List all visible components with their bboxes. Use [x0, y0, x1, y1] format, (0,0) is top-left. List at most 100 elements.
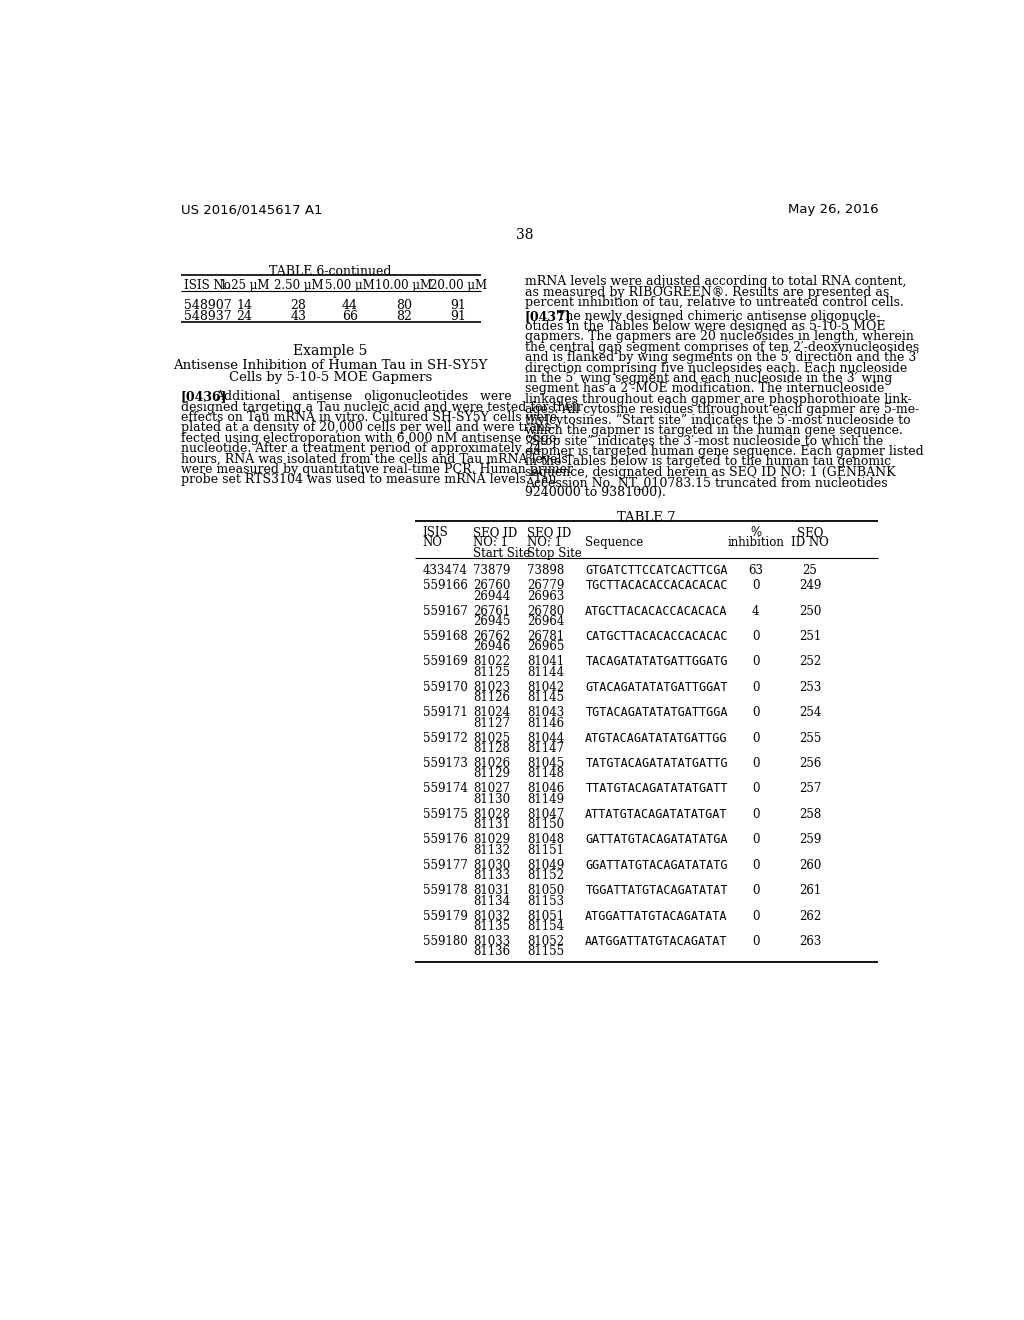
Text: Accession No. NT_010783.15 truncated from nucleotides: Accession No. NT_010783.15 truncated fro… [524, 477, 888, 488]
Text: 2.50 μM: 2.50 μM [273, 280, 324, 292]
Text: 81133: 81133 [473, 869, 510, 882]
Text: AATGGATTATGTACAGATAT: AATGGATTATGTACAGATAT [586, 935, 728, 948]
Text: 81030: 81030 [473, 859, 510, 871]
Text: 252: 252 [799, 656, 821, 668]
Text: 81051: 81051 [527, 909, 564, 923]
Text: 254: 254 [799, 706, 821, 719]
Text: 81154: 81154 [527, 920, 564, 933]
Text: 26779: 26779 [527, 579, 564, 593]
Text: 81153: 81153 [527, 895, 564, 908]
Text: 91: 91 [451, 310, 466, 322]
Text: 81027: 81027 [473, 783, 510, 796]
Text: 0: 0 [752, 681, 760, 694]
Text: 433474: 433474 [423, 564, 468, 577]
Text: fected using electroporation with 6,000 nM antisense oligo-: fected using electroporation with 6,000 … [180, 432, 560, 445]
Text: 559176: 559176 [423, 833, 467, 846]
Text: 73879: 73879 [473, 564, 510, 577]
Text: and is flanked by wing segments on the 5′ direction and the 3′: and is flanked by wing segments on the 5… [524, 351, 920, 364]
Text: 81132: 81132 [473, 843, 510, 857]
Text: NO: 1: NO: 1 [473, 536, 508, 549]
Text: 263: 263 [799, 935, 821, 948]
Text: The newly designed chimeric antisense oligonucle-: The newly designed chimeric antisense ol… [557, 310, 881, 322]
Text: 81046: 81046 [527, 783, 564, 796]
Text: 81126: 81126 [473, 692, 510, 705]
Text: GTGATCTTCCATCACTTCGA: GTGATCTTCCATCACTTCGA [586, 564, 728, 577]
Text: Stop Site: Stop Site [527, 546, 582, 560]
Text: Start Site: Start Site [473, 546, 530, 560]
Text: 256: 256 [799, 758, 821, 770]
Text: 73898: 73898 [527, 564, 564, 577]
Text: SEQ ID: SEQ ID [527, 527, 571, 539]
Text: 81043: 81043 [527, 706, 564, 719]
Text: thylcytosines. “Start site” indicates the 5′-most nucleoside to: thylcytosines. “Start site” indicates th… [524, 413, 910, 426]
Text: SEQ ID: SEQ ID [473, 527, 517, 539]
Text: 26762: 26762 [473, 630, 510, 643]
Text: 559174: 559174 [423, 783, 467, 796]
Text: 559171: 559171 [423, 706, 467, 719]
Text: 0: 0 [752, 909, 760, 923]
Text: designed targeting a Tau nucleic acid and were tested for their: designed targeting a Tau nucleic acid an… [180, 400, 583, 413]
Text: segment has a 2′-MOE modification. The internucleoside: segment has a 2′-MOE modification. The i… [524, 383, 884, 396]
Text: GTACAGATATATGATTGGAT: GTACAGATATATGATTGGAT [586, 681, 728, 694]
Text: 81024: 81024 [473, 706, 510, 719]
Text: May 26, 2016: May 26, 2016 [787, 203, 879, 216]
Text: 81031: 81031 [473, 884, 510, 898]
Text: Additional   antisense   oligonucleotides   were: Additional antisense oligonucleotides we… [215, 391, 511, 403]
Text: NO: 1: NO: 1 [527, 536, 562, 549]
Text: which the gapmer is targeted in the human gene sequence.: which the gapmer is targeted in the huma… [524, 424, 903, 437]
Text: SEQ: SEQ [797, 527, 823, 539]
Text: 81041: 81041 [527, 656, 564, 668]
Text: 81148: 81148 [527, 767, 564, 780]
Text: %: % [751, 527, 761, 539]
Text: 81025: 81025 [473, 731, 510, 744]
Text: 548937: 548937 [183, 310, 231, 322]
Text: 63: 63 [749, 564, 763, 577]
Text: hours, RNA was isolated from the cells and Tau mRNA levels: hours, RNA was isolated from the cells a… [180, 453, 567, 466]
Text: 0: 0 [752, 833, 760, 846]
Text: direction comprising five nucleosides each. Each nucleoside: direction comprising five nucleosides ea… [524, 362, 907, 375]
Text: 81149: 81149 [527, 793, 564, 807]
Text: Example 5: Example 5 [294, 345, 368, 358]
Text: ISIS: ISIS [423, 527, 449, 539]
Text: 559175: 559175 [423, 808, 467, 821]
Text: [0436]: [0436] [180, 391, 227, 403]
Text: 81022: 81022 [473, 656, 510, 668]
Text: 81045: 81045 [527, 758, 564, 770]
Text: 81029: 81029 [473, 833, 510, 846]
Text: 81151: 81151 [527, 843, 564, 857]
Text: CATGCTTACACACCACACAC: CATGCTTACACACCACACAC [586, 630, 728, 643]
Text: the central gap segment comprises of ten 2′-deoxynucleosides: the central gap segment comprises of ten… [524, 341, 919, 354]
Text: 0: 0 [752, 758, 760, 770]
Text: 0: 0 [752, 884, 760, 898]
Text: 0: 0 [752, 859, 760, 871]
Text: 81042: 81042 [527, 681, 564, 694]
Text: US 2016/0145617 A1: US 2016/0145617 A1 [180, 203, 323, 216]
Text: 1.25 μM: 1.25 μM [219, 280, 269, 292]
Text: 81147: 81147 [527, 742, 564, 755]
Text: inhibition: inhibition [727, 536, 784, 549]
Text: NO: NO [423, 536, 442, 549]
Text: 81152: 81152 [527, 869, 564, 882]
Text: TGTACAGATATATGATTGGA: TGTACAGATATATGATTGGA [586, 706, 728, 719]
Text: 559169: 559169 [423, 656, 467, 668]
Text: mRNA levels were adjusted according to total RNA content,: mRNA levels were adjusted according to t… [524, 276, 906, 289]
Text: 26944: 26944 [473, 590, 510, 603]
Text: gapmer is targeted human gene sequence. Each gapmer listed: gapmer is targeted human gene sequence. … [524, 445, 924, 458]
Text: 81131: 81131 [473, 818, 510, 832]
Text: “Stop site” indicates the 3′-most nucleoside to which the: “Stop site” indicates the 3′-most nucleo… [524, 434, 883, 447]
Text: 81052: 81052 [527, 935, 564, 948]
Text: TABLE 7: TABLE 7 [617, 511, 676, 524]
Text: 4: 4 [752, 605, 760, 618]
Text: 81048: 81048 [527, 833, 564, 846]
Text: Cells by 5-10-5 MOE Gapmers: Cells by 5-10-5 MOE Gapmers [229, 371, 432, 384]
Text: 43: 43 [291, 310, 306, 322]
Text: 559172: 559172 [423, 731, 467, 744]
Text: 260: 260 [799, 859, 821, 871]
Text: 24: 24 [237, 310, 252, 322]
Text: 81023: 81023 [473, 681, 510, 694]
Text: 559168: 559168 [423, 630, 467, 643]
Text: 559178: 559178 [423, 884, 467, 898]
Text: 81130: 81130 [473, 793, 510, 807]
Text: Antisense Inhibition of Human Tau in SH-SY5Y: Antisense Inhibition of Human Tau in SH-… [173, 359, 487, 372]
Text: were measured by quantitative real-time PCR. Human primer: were measured by quantitative real-time … [180, 463, 572, 477]
